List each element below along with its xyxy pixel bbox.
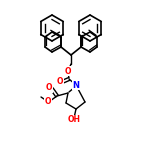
Text: O: O <box>46 84 52 93</box>
Text: O: O <box>45 96 51 105</box>
Text: O: O <box>65 66 71 75</box>
Text: N: N <box>72 81 80 90</box>
Text: OH: OH <box>68 116 81 124</box>
Text: O: O <box>57 78 63 87</box>
